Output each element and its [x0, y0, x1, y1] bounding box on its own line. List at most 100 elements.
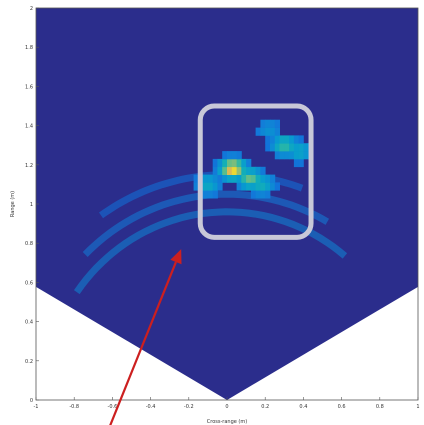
heatmap-cell	[222, 151, 228, 160]
heatmap-cell	[212, 158, 218, 168]
heatmap-cell	[265, 135, 271, 144]
heatmap-cell	[236, 151, 242, 160]
heatmap-cell	[270, 143, 276, 152]
heatmap-cell	[212, 182, 218, 191]
heatmap-cell	[255, 166, 261, 175]
heatmap-cell	[260, 174, 266, 183]
x-tick-label: 0.6	[338, 404, 346, 410]
heatmap-cell	[246, 174, 252, 183]
x-axis-ticks: -1 -0.8 -0.6 -0.4 -0.2 0 0.2 0.4 0.6 0.8 1	[34, 397, 420, 410]
x-tick-label: 0	[225, 404, 228, 410]
heatmap-cell	[289, 143, 295, 152]
heatmap-cell	[255, 127, 261, 136]
heatmap-cell	[203, 190, 209, 199]
heatmap-cell	[279, 151, 285, 160]
heatmap-cell	[241, 174, 247, 183]
heatmap-cell	[236, 158, 242, 168]
arrow-head	[170, 249, 182, 265]
heatmap-cell	[284, 143, 290, 152]
heatmap-cell	[203, 182, 209, 191]
heatmap-cell	[236, 166, 242, 175]
heatmap-cell	[265, 119, 271, 128]
y-tick-label: 1.4	[25, 124, 33, 130]
heatmap-cell	[298, 158, 304, 168]
heatmap-cell	[246, 166, 252, 175]
heatmap-cell	[227, 166, 233, 175]
heatmap-cell	[298, 143, 304, 152]
heatmap-cell	[246, 182, 252, 191]
heatmap-cell	[222, 174, 228, 183]
heatmap-cell	[270, 174, 276, 183]
heatmap-cell	[270, 119, 276, 128]
heatmap-cell	[227, 158, 233, 168]
heatmap-cell	[284, 151, 290, 160]
heatmap-cell	[227, 174, 233, 183]
heatmap-cell	[203, 174, 209, 183]
plot-area	[36, 8, 418, 400]
x-tick-label: 0.2	[261, 404, 269, 410]
heatmap-cell	[193, 182, 199, 191]
y-tick-label: 0.6	[25, 280, 33, 286]
heatmap-cell	[207, 182, 214, 191]
y-axis-ticks: 0 0.2 0.4 0.6 0.8 1 1.2 1.4 1.6 1.8 2	[25, 6, 39, 404]
heatmap-cell	[265, 174, 271, 183]
heatmap-cell	[274, 119, 280, 128]
x-tick-label: 1	[416, 404, 419, 410]
heatmap-cell	[265, 143, 271, 152]
heatmap-cell	[222, 166, 228, 175]
heatmap-cell	[260, 166, 266, 175]
y-tick-label: 0.4	[25, 320, 33, 326]
heatmap-cell	[303, 143, 309, 152]
heatmap-cell	[231, 174, 237, 183]
heatmap-cell	[260, 182, 266, 191]
heatmap-cell	[207, 190, 214, 199]
heatmap-cell	[236, 174, 242, 183]
y-axis-label: Range (m)	[10, 191, 16, 217]
heatmap-cell	[231, 158, 237, 168]
heatmap-cell	[255, 174, 261, 183]
heatmap-cell	[289, 135, 295, 144]
heatmap-cell	[270, 135, 276, 144]
heatmap-cell	[260, 119, 266, 128]
heatmap-cell	[274, 127, 280, 136]
heatmap-cell	[293, 158, 300, 168]
heatmap-cell	[265, 127, 271, 136]
heatmap-cell	[241, 158, 247, 168]
heatmap-cell	[260, 127, 266, 136]
y-tick-label: 0.8	[25, 241, 33, 247]
heatmap-cell	[236, 182, 242, 191]
y-tick-label: 2	[30, 6, 33, 12]
heatmap-cell	[250, 174, 257, 183]
heatmap-cell	[279, 135, 285, 144]
heatmap-cell	[270, 182, 276, 191]
y-tick-label: 1	[30, 202, 33, 208]
heatmap-cell	[217, 182, 223, 191]
heatmap-cell	[250, 182, 257, 191]
x-tick-label: 0.4	[299, 404, 307, 410]
heatmap-cell	[212, 174, 218, 183]
heatmap-cell	[246, 158, 252, 168]
heatmap-cell	[293, 135, 300, 144]
heatmap-cell	[279, 143, 285, 152]
heatmap-cell	[270, 127, 276, 136]
x-tick-label: -0.6	[108, 404, 118, 410]
heatmap-cell	[293, 143, 300, 152]
annotation-box	[197, 103, 314, 240]
heatmap-cell	[207, 174, 214, 183]
annotation-arrow	[109, 249, 182, 425]
y-tick-label: 0	[30, 398, 33, 404]
arrow-shaft	[109, 261, 177, 425]
heatmap-cell	[231, 151, 237, 160]
heatmap-cell	[212, 190, 218, 199]
y-tick-label: 1.6	[25, 84, 33, 90]
heatmap-cell	[265, 190, 271, 199]
heatmap-cell	[217, 174, 223, 183]
heatmap-cell	[231, 166, 237, 175]
heatmap-cell	[241, 166, 247, 175]
heatmap-cell	[274, 182, 280, 191]
x-axis-label: Cross-range (m)	[207, 419, 247, 425]
heatmap-cells	[193, 119, 314, 199]
heatmap-cell	[284, 135, 290, 144]
heatmap-cell	[274, 151, 280, 160]
